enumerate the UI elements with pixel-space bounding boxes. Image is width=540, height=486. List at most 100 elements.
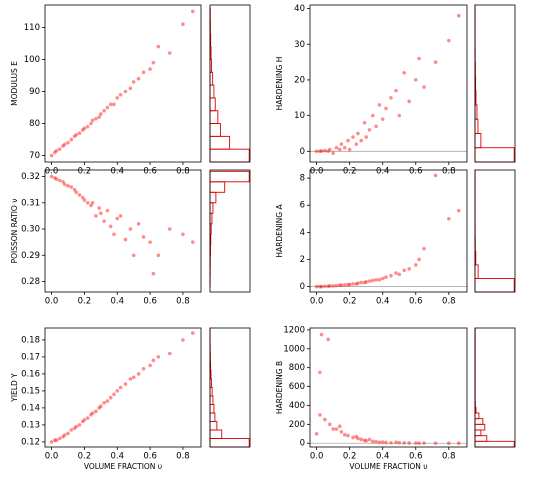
point (115, 96, 120, 100)
point (151, 358, 156, 363)
point (69, 428, 74, 432)
point (112, 102, 116, 107)
point (69, 137, 74, 142)
y-tick-label: 0 (300, 439, 305, 449)
y-tick-label: 0.28 (21, 277, 40, 287)
histogram-bar (209, 123, 221, 137)
point (128, 377, 133, 381)
y-tick-label: 800 (289, 363, 305, 373)
point (141, 367, 146, 371)
axes-frame (44, 327, 202, 448)
point (374, 278, 378, 282)
point (74, 132, 78, 137)
point (456, 208, 461, 213)
point (156, 355, 161, 359)
histogram-frame (474, 327, 516, 448)
point (356, 131, 360, 136)
point (337, 283, 342, 288)
histogram-bar (209, 181, 226, 193)
y-tick-label: 4 (300, 228, 305, 238)
x-tick-label: 0.2 (343, 452, 357, 462)
point (66, 183, 70, 188)
histogram-bar (474, 412, 480, 420)
point (407, 267, 411, 271)
histogram-bar (474, 435, 488, 442)
histogram-bar (209, 395, 214, 405)
y-axis-label: HARDENING H (275, 57, 284, 111)
point (354, 142, 359, 146)
point (362, 438, 367, 443)
point (314, 284, 319, 289)
histogram-bar (209, 97, 216, 112)
point (397, 440, 402, 445)
x-tick-label: 0.6 (409, 167, 423, 177)
x-tick-label: 0.4 (110, 297, 124, 307)
point (57, 147, 62, 151)
x-tick-label: 0.6 (409, 452, 423, 462)
point (131, 253, 136, 258)
point (54, 438, 59, 443)
point (94, 116, 98, 121)
point (112, 392, 116, 397)
point (413, 441, 418, 445)
y-tick-label: 200 (289, 420, 305, 430)
point (89, 121, 93, 126)
point (347, 282, 352, 287)
x-tick-label: 0.2 (78, 452, 92, 462)
y-tick-label: 10 (294, 111, 305, 121)
point (402, 268, 407, 273)
point (53, 150, 57, 155)
point (90, 200, 95, 205)
y-tick-label: 0 (300, 282, 305, 292)
point (72, 426, 77, 431)
x-tick-label: 0.8 (442, 297, 456, 307)
histogram-frame (209, 169, 251, 293)
point (61, 180, 65, 184)
point (323, 417, 327, 422)
x-tick-label: 0.2 (78, 297, 92, 307)
y-tick-label: 6 (300, 201, 305, 211)
point (380, 276, 385, 281)
point (359, 437, 364, 442)
y-tick-label: 2 (300, 255, 305, 265)
axes-frame (309, 327, 468, 448)
point (168, 351, 172, 356)
point (356, 436, 360, 441)
point (85, 416, 90, 420)
point (334, 145, 339, 150)
y-tick-label: 0.18 (21, 335, 40, 345)
point (331, 427, 335, 431)
point (168, 227, 172, 231)
point (123, 89, 128, 94)
histogram-bar (209, 412, 216, 422)
point (319, 284, 324, 289)
point (54, 177, 59, 181)
x-tick-label: 0.6 (143, 452, 157, 462)
point (413, 263, 418, 267)
point (447, 441, 451, 446)
point (102, 108, 106, 113)
point (351, 435, 355, 440)
point (85, 200, 90, 205)
point (80, 128, 85, 132)
point (94, 409, 98, 414)
y-tick-label: 0.15 (21, 386, 40, 396)
y-axis-label: HARDENING B (275, 361, 284, 414)
point (49, 174, 54, 179)
point (85, 124, 90, 129)
point (407, 99, 411, 104)
point (319, 149, 324, 153)
point (326, 337, 330, 342)
x-tick-label: 0.4 (376, 452, 390, 462)
histogram-bar (474, 118, 479, 134)
point (323, 148, 327, 153)
point (136, 221, 141, 226)
point (413, 78, 418, 82)
x-tick-label: 0.8 (442, 452, 456, 462)
point (362, 280, 367, 285)
point (374, 124, 378, 129)
point (90, 411, 95, 415)
point (151, 60, 156, 65)
point (105, 399, 110, 403)
x-tick-label: 0.4 (110, 452, 124, 462)
